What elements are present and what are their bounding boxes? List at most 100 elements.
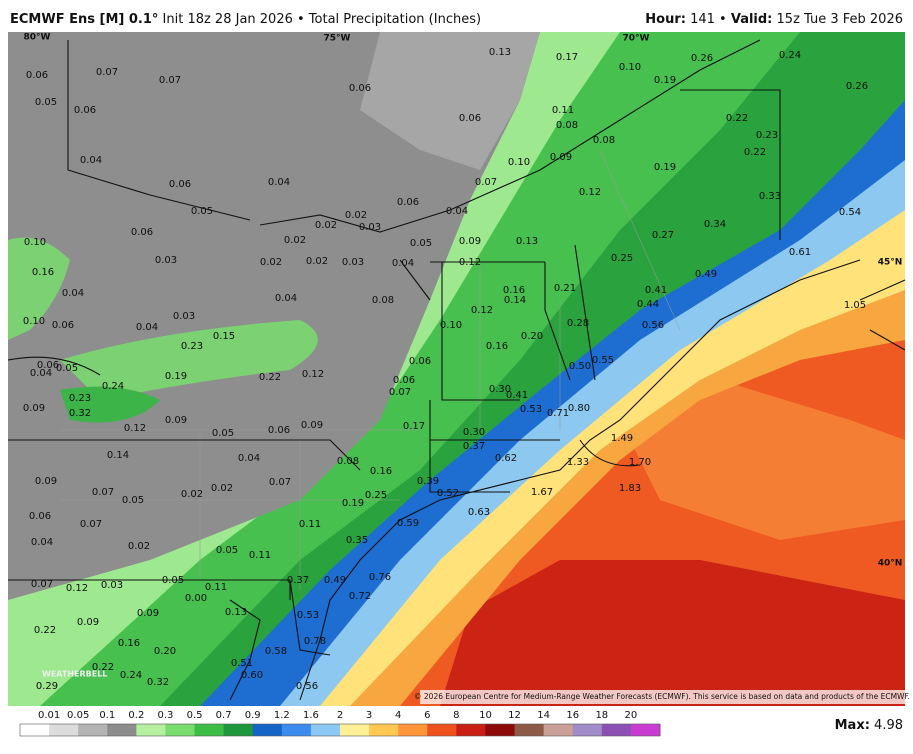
precip-label: 0.19 — [342, 498, 364, 509]
precip-label: 0.63 — [468, 507, 490, 518]
precip-label: 0.62 — [495, 453, 517, 464]
precip-label: 0.28 — [567, 318, 589, 329]
precip-label: 0.16 — [486, 341, 508, 352]
field-gray-light — [360, 32, 540, 170]
hour-label: Hour: — [645, 12, 686, 27]
colorbar-label: 1.6 — [303, 710, 319, 721]
precip-label: 0.11 — [552, 105, 574, 116]
header-title: ECMWF Ens [M] 0.1° Init 18z 28 Jan 2026 … — [10, 12, 481, 27]
precip-label: 0.22 — [92, 662, 114, 673]
precip-label: 0.53 — [297, 610, 319, 621]
precip-label: 0.17 — [556, 52, 578, 63]
precip-label: 0.55 — [592, 355, 614, 366]
precip-label: 0.02 — [284, 235, 306, 246]
precip-label: 0.06 — [393, 375, 415, 386]
geo-label: 40°N — [878, 559, 903, 569]
colorbar-label: 14 — [537, 710, 550, 721]
precip-label: 0.11 — [205, 582, 227, 593]
precip-label: 0.78 — [304, 636, 326, 647]
precip-label: 0.05 — [162, 575, 184, 586]
precip-label: 0.22 — [259, 372, 281, 383]
colorbar-label: 18 — [595, 710, 608, 721]
colorbar-label: 0.2 — [128, 710, 144, 721]
precip-label: 0.08 — [337, 456, 359, 467]
precip-label: 0.19 — [654, 162, 676, 173]
precip-label: 0.20 — [521, 331, 543, 342]
precip-label: 0.12 — [302, 369, 324, 380]
precip-label: 0.07 — [80, 519, 102, 530]
precip-label: 0.12 — [459, 257, 481, 268]
run-info: Init 18z 28 Jan 2026 • Total Precipitati… — [158, 12, 481, 27]
colorbar-label: 12 — [508, 710, 521, 721]
precip-label: 0.22 — [726, 113, 748, 124]
precip-label: 0.12 — [66, 583, 88, 594]
max-value: Max: 4.98 — [835, 718, 903, 733]
colorbar-cell — [223, 724, 254, 736]
precip-label: 0.05 — [410, 238, 432, 249]
precip-label: 0.41 — [645, 285, 667, 296]
precip-label: 0.09 — [137, 608, 159, 619]
precip-label: 0.05 — [216, 545, 238, 556]
precip-label: 0.37 — [463, 441, 485, 452]
precip-label: 0.34 — [704, 219, 726, 230]
colorbar-cell — [49, 724, 79, 736]
precip-label: 0.04 — [136, 322, 158, 333]
model-name: ECMWF Ens [M] 0.1° — [10, 12, 158, 27]
colorbar-cell — [543, 724, 574, 736]
map-labels: 80°W 75°W 70°W 45°N 40°N 0.13 0.17 0.10 0.26 0.24… — [23, 33, 902, 693]
precip-label: 1.49 — [611, 433, 633, 444]
colorbar-label: 16 — [566, 710, 579, 721]
copyright: © 2026 European Centre for Medium-Range … — [414, 692, 910, 701]
colorbar-label: 10 — [479, 710, 492, 721]
hour-value: 141 • — [686, 12, 731, 27]
precip-label: 0.00 — [185, 593, 207, 604]
precip-label: 0.29 — [36, 681, 58, 692]
geo-label: 70°W — [623, 34, 650, 44]
max-number: 4.98 — [870, 718, 903, 733]
geo-label: 75°W — [324, 34, 351, 44]
copyright-box — [420, 690, 905, 704]
precip-label: 0.02 — [128, 541, 150, 552]
precip-label: 0.50 — [569, 361, 591, 372]
precip-label: 0.12 — [124, 423, 146, 434]
geo-label: 45°N — [878, 258, 903, 268]
colorbar-label: 0.01 — [38, 710, 60, 721]
precip-label: 0.06 — [409, 356, 431, 367]
precip-label: 0.09 — [550, 152, 572, 163]
field-green-left — [8, 237, 70, 340]
precip-label: 0.16 — [503, 285, 525, 296]
precip-label: 0.44 — [637, 299, 659, 310]
precip-label: 0.30 — [489, 384, 511, 395]
precip-label: 0.06 — [26, 70, 48, 81]
colorbar-label: 0.05 — [67, 710, 89, 721]
colorbar-cell — [427, 724, 457, 736]
precip-label: 0.27 — [652, 230, 674, 241]
precip-label: 0.71 — [547, 408, 569, 419]
precip-label: 0.07 — [269, 477, 291, 488]
precip-label: 0.04 — [275, 293, 297, 304]
precip-label: 0.04 — [62, 288, 84, 299]
max-label: Max: — [835, 718, 870, 733]
precip-label: 0.04 — [30, 368, 52, 379]
precip-label: 0.49 — [695, 269, 717, 280]
precip-label: 0.07 — [31, 579, 53, 590]
colorbar-frame — [19, 723, 661, 737]
colorbar-label: 0.7 — [216, 710, 232, 721]
precip-label: 0.03 — [101, 580, 123, 591]
precip-label: 0.54 — [839, 207, 861, 218]
field-red — [440, 560, 905, 706]
precip-label: 0.12 — [471, 305, 493, 316]
precip-label: 0.06 — [131, 227, 153, 238]
precip-label: 0.03 — [173, 311, 195, 322]
precip-label: 0.02 — [181, 489, 203, 500]
precip-label: 0.17 — [403, 421, 425, 432]
colorbar-cell — [630, 724, 661, 736]
precip-label: 0.05 — [122, 495, 144, 506]
precip-label: 0.16 — [370, 466, 392, 477]
precip-label: 0.10 — [508, 157, 530, 168]
precip-label: 0.09 — [165, 415, 187, 426]
colorbar-cell — [485, 724, 516, 736]
precip-label: 0.04 — [446, 206, 468, 217]
precip-label: 0.04 — [80, 155, 102, 166]
precip-label: 0.06 — [397, 197, 419, 208]
